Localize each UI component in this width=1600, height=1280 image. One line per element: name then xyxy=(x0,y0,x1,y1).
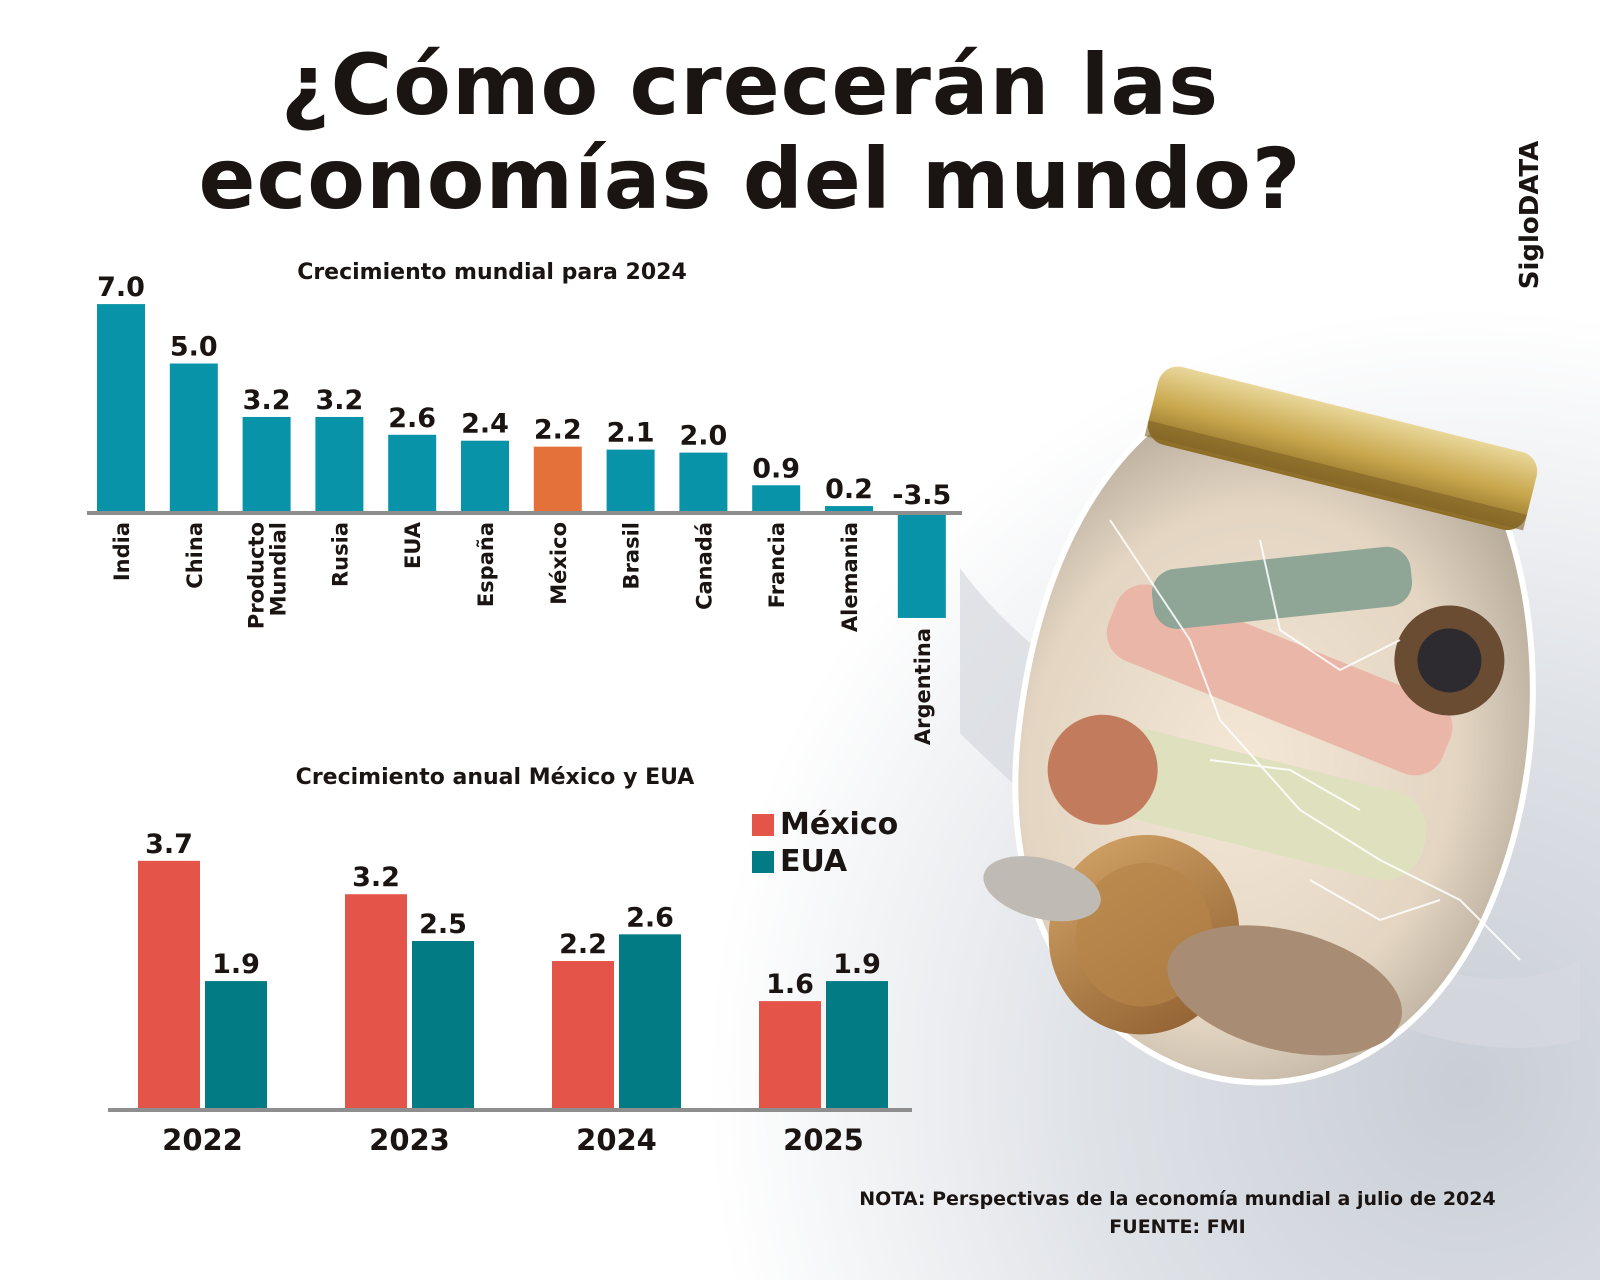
category-label-text: Argentina xyxy=(911,628,935,745)
legend-swatch-eua xyxy=(752,851,774,873)
value-label: -3.5 xyxy=(892,480,951,511)
bar-canadá xyxy=(679,452,728,512)
bar-mexico-2023 xyxy=(345,894,407,1108)
value-label: 2.2 xyxy=(559,929,607,960)
category-label-text: Producto xyxy=(245,522,269,629)
bar-china xyxy=(169,363,218,512)
bar-mexico-2024 xyxy=(552,961,614,1108)
category-label-text: Alemania xyxy=(838,522,862,632)
year-label: 2024 xyxy=(576,1123,657,1157)
category-label-text: Rusia xyxy=(328,522,352,587)
page-title: ¿Cómo crecerán las economías del mundo? xyxy=(0,38,1500,226)
legend-label-mexico: México xyxy=(780,807,898,842)
value-label: 5.0 xyxy=(170,332,218,363)
bar-alemania xyxy=(825,506,873,512)
bar-francia xyxy=(752,485,801,512)
bar-eua-2024 xyxy=(619,934,681,1108)
category-label: EUA xyxy=(401,521,425,569)
value-label: 3.7 xyxy=(145,829,193,860)
category-label: India xyxy=(110,522,134,581)
category-label-text: EUA xyxy=(401,521,425,569)
category-label-text: Francia xyxy=(765,522,789,608)
chart2-legend: México EUA xyxy=(752,807,898,879)
bar-eua-2023 xyxy=(412,941,474,1108)
chart2-title: Crecimiento anual México y EUA xyxy=(296,765,695,790)
year-label: 2023 xyxy=(369,1123,450,1157)
year-label: 2025 xyxy=(783,1123,864,1157)
value-label: 3.2 xyxy=(352,862,400,893)
category-label: Argentina xyxy=(911,628,935,745)
bar-españa xyxy=(461,440,509,512)
bar-argentina xyxy=(897,514,946,618)
title-line-1: ¿Cómo crecerán las xyxy=(280,36,1220,134)
category-label: México xyxy=(547,522,571,605)
note-text: NOTA: Perspectivas de la economía mundia… xyxy=(859,1188,1496,1210)
legend-swatch-mexico xyxy=(752,814,774,836)
value-label: 0.2 xyxy=(825,474,873,505)
value-label: 2.6 xyxy=(388,403,436,434)
category-label-text: Canadá xyxy=(692,522,716,610)
mexico-eua-chart: Crecimiento anual México y EUA 3.7 1.9 202… xyxy=(108,765,912,1157)
value-label: 2.4 xyxy=(461,409,509,440)
value-label: 3.2 xyxy=(315,385,363,416)
category-label-text: España xyxy=(474,522,498,607)
value-label: 2.1 xyxy=(607,418,655,449)
value-label: 7.0 xyxy=(97,272,145,303)
bar-brasil xyxy=(606,449,655,512)
category-label: Rusia xyxy=(328,522,352,587)
year-label: 2022 xyxy=(162,1123,243,1157)
category-label: Francia xyxy=(765,522,789,608)
category-label: Alemania xyxy=(838,522,862,632)
legend-label-eua: EUA xyxy=(780,844,848,879)
value-label: 2.2 xyxy=(534,415,582,446)
category-label-text: Mundial xyxy=(267,522,291,616)
value-label: 0.9 xyxy=(752,453,800,484)
value-label: 2.6 xyxy=(626,902,674,933)
value-label: 2.5 xyxy=(419,909,467,940)
bar-india xyxy=(97,304,145,512)
value-label: 1.9 xyxy=(212,949,260,980)
bar-méxico xyxy=(533,446,582,512)
map-border-lines xyxy=(1109,519,1521,961)
source-text: FUENTE: FMI xyxy=(1109,1216,1246,1238)
bar-mexico-2025 xyxy=(759,1001,821,1108)
category-label-text: China xyxy=(183,522,207,589)
value-label: 1.9 xyxy=(833,949,881,980)
category-label: Canadá xyxy=(692,522,716,610)
category-label: España xyxy=(474,522,498,607)
bar-producto-mundial xyxy=(242,416,291,512)
bar-eua xyxy=(388,434,437,512)
chart1-title: Crecimiento mundial para 2024 xyxy=(297,260,687,285)
title-line-2: economías del mundo? xyxy=(198,130,1302,228)
category-label-text: India xyxy=(110,522,134,581)
bar-rusia xyxy=(315,416,364,512)
bar-eua-2022 xyxy=(205,981,267,1108)
value-label: 3.2 xyxy=(243,385,291,416)
world-growth-chart: Crecimiento mundial para 2024 7.0 India 5.… xyxy=(87,260,962,745)
bar-mexico-2022 xyxy=(138,860,200,1108)
footnote: NOTA: Perspectivas de la economía mundia… xyxy=(780,1185,1575,1241)
value-label: 1.6 xyxy=(766,969,814,1000)
category-label: China xyxy=(183,522,207,589)
category-label: Brasil xyxy=(620,522,644,589)
category-label-text: Brasil xyxy=(620,522,644,589)
category-label-text: México xyxy=(547,522,571,605)
bar-eua-2025 xyxy=(826,981,888,1108)
value-label: 2.0 xyxy=(679,421,727,452)
